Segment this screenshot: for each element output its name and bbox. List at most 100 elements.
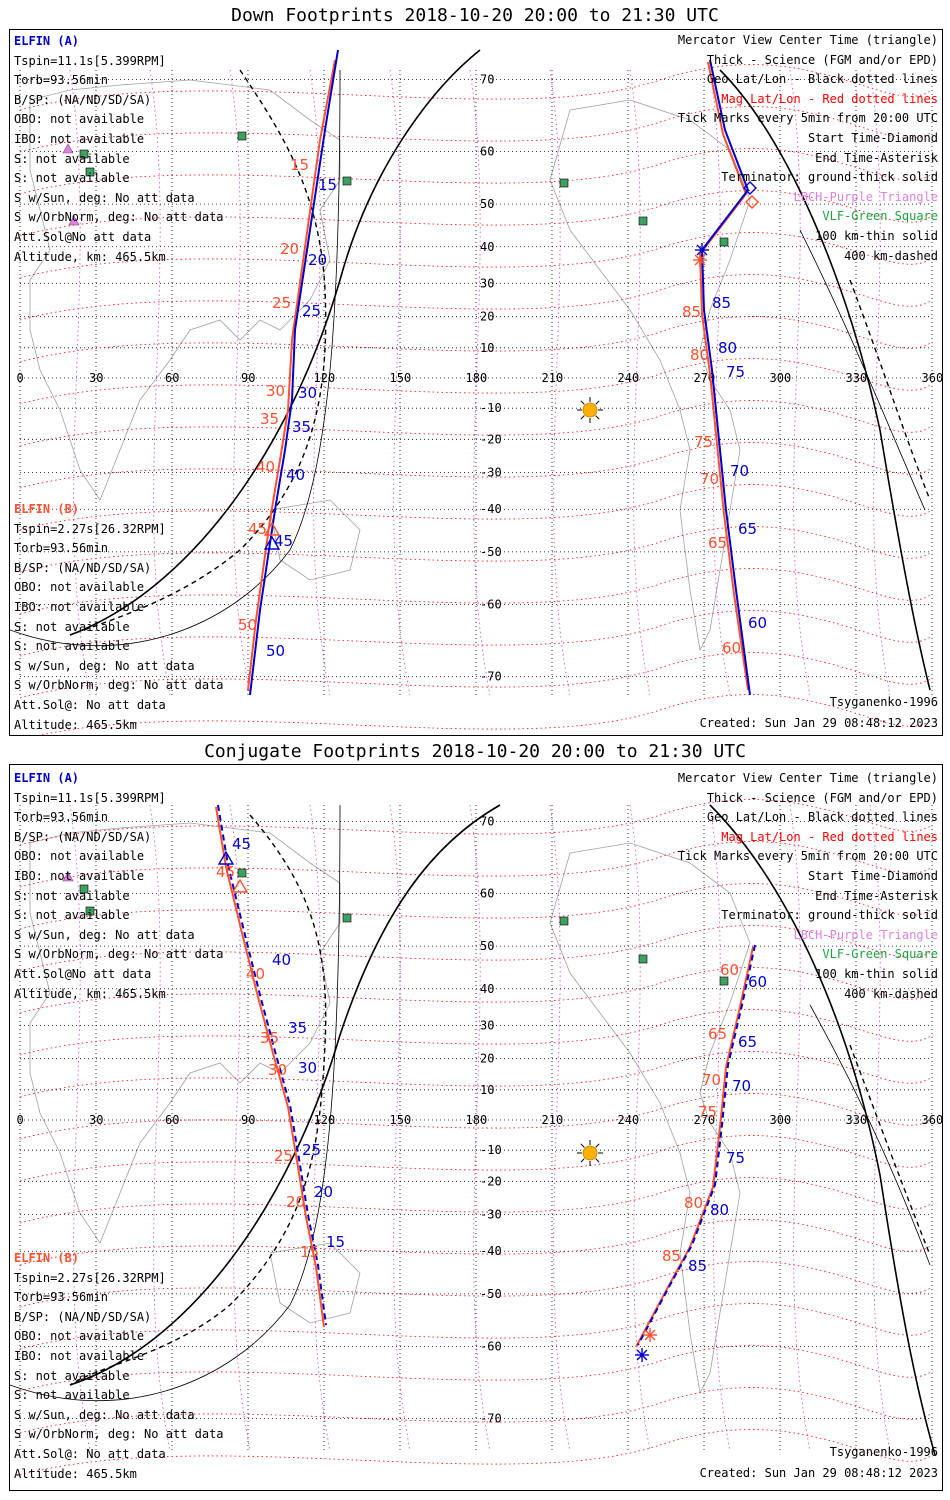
lat-tick-label: -60: [480, 598, 502, 612]
legend-item: Start Time-Diamond: [807, 868, 938, 883]
info-line: S w/Sun, deg: No att data: [14, 658, 195, 673]
mag-meridian: [69, 69, 91, 696]
coastline: [549, 842, 751, 1395]
mag-parallel: [19, 652, 933, 699]
map-canvas: 70 60 50 40 30 20 10 -10 -20 -30 -40 -50 -60 -70 0 30 60…: [10, 49, 942, 735]
legend-item: Thick - Science (FGM and/or EPD): [706, 790, 938, 805]
legend-item: Terminator: ground-thick solid: [721, 170, 938, 185]
vlf-square: [342, 913, 352, 923]
lat-tick-label: 40: [480, 240, 494, 254]
mag-meridian: [149, 69, 171, 696]
sun-icon: [582, 1145, 598, 1161]
mag-meridian: [629, 69, 651, 696]
coastline: [549, 99, 751, 652]
info-line: B/SP: (NA/ND/SD/SA): [14, 560, 152, 575]
terminator-400km: [69, 69, 327, 636]
lat-tick-label: 10: [480, 341, 494, 355]
info-line: Altitude: 465.5km: [14, 1466, 137, 1481]
info-line: S: not available: [14, 619, 130, 634]
elfin-b-time-label: 60: [722, 639, 741, 657]
info-line: S: not available: [14, 1388, 130, 1403]
sun-ray: [595, 415, 600, 420]
legend-item: Terminator: ground-thick solid: [721, 908, 938, 923]
lat-tick-label: -50: [480, 545, 502, 559]
elfin-b-time-label: 65: [708, 1025, 727, 1043]
vlf-square: [559, 178, 569, 188]
elfin-b-time-label: 30: [266, 382, 285, 400]
info-line: Tspin=11.1s[5.399RPM]: [14, 790, 166, 805]
mag-parallel: [19, 358, 933, 405]
lon-tick-label: 120: [314, 371, 336, 385]
lon-tick-label: 90: [241, 1113, 255, 1127]
mag-parallel: [19, 1009, 933, 1056]
lat-tick-label: 70: [480, 73, 494, 87]
lon-tick-label: 30: [89, 1113, 103, 1127]
elfin-a-end-asterisk: [636, 1349, 648, 1361]
mag-meridian: [789, 804, 811, 1451]
lat-tick-label: -70: [480, 1411, 502, 1425]
legend-item: Start Time-Diamond: [807, 130, 938, 145]
legend-item: Mercator View Center Time (triangle): [677, 771, 938, 785]
mag-parallel: [19, 64, 933, 111]
mag-parallel: [19, 610, 933, 657]
mag-parallel: [19, 232, 933, 279]
elfin-b-time-label: 15: [290, 156, 309, 174]
elfin-a-time-label: 65: [738, 1033, 757, 1051]
vlf-square: [85, 906, 95, 916]
elfin-a-time-label: 65: [738, 520, 757, 538]
elfin-b-time-label: 45: [248, 520, 267, 538]
info-line: B/SP: (NA/ND/SD/SA): [14, 829, 152, 844]
elfin-b-time-label: 15: [300, 1243, 319, 1261]
panel-title-down: Down Footprints 2018-10-20 20:00 to 21:3…: [231, 5, 719, 26]
elfin-a-start-diamond: [743, 181, 757, 195]
lon-tick-label: 90: [241, 371, 255, 385]
elfin-a-time-label: 40: [286, 466, 305, 484]
vlf-square: [559, 916, 569, 926]
info-line: S: not available: [14, 639, 130, 654]
elfin-b-time-label: 65: [708, 534, 727, 552]
coastline: [29, 822, 341, 1244]
elfin-a-time-label: 30: [298, 384, 317, 402]
info-line: Att.Sol@No att data: [14, 229, 152, 244]
mag-meridian: [789, 69, 811, 696]
elfin-b-time-label: 75: [694, 433, 713, 451]
info-line: IBO: not available: [14, 599, 145, 614]
elfin-b-time-label: 50: [238, 616, 257, 634]
mag-parallel: [19, 190, 933, 237]
mag-parallel: [19, 799, 933, 846]
mag-parallel: [19, 1219, 933, 1266]
elfin-a-time-label: 15: [318, 176, 337, 194]
elfin-b-time-label: 25: [272, 294, 291, 312]
elfin-a-time-label: 15: [326, 1233, 345, 1251]
lat-tick-label: 30: [480, 277, 494, 291]
mag-parallel: [19, 316, 933, 363]
elfin-b-track: [247, 59, 336, 691]
legend-item: 400 km-dashed: [844, 986, 938, 1001]
vlf-square: [79, 149, 89, 159]
info-line: Att.Sol@: No att data: [14, 1446, 166, 1461]
mag-parallel: [19, 1303, 933, 1350]
info-line: S w/OrbNorm, deg: No att data: [14, 1427, 224, 1442]
info-line: S w/Sun, deg: No att data: [14, 1407, 195, 1422]
lon-tick-label: 120: [314, 1113, 336, 1127]
lon-tick-label: 150: [390, 1113, 412, 1127]
elfin-a-time-label: 25: [302, 302, 321, 320]
mag-parallel: [19, 442, 933, 489]
terminator-400km: [849, 279, 931, 501]
mag-meridian: [309, 804, 331, 1451]
lat-tick-label: 50: [480, 939, 494, 953]
terminator-ground: [69, 804, 501, 1386]
mag-parallel: [19, 1387, 933, 1434]
sun-ray: [595, 400, 600, 405]
legend-item: End Time-Asterisk: [815, 888, 938, 903]
elfin-a-time-label: 20: [308, 251, 327, 269]
lon-tick-label: 210: [542, 1113, 564, 1127]
vlf-square: [342, 176, 352, 186]
elfin-b-time-label: 85: [682, 303, 701, 321]
mag-parallel: [19, 1261, 933, 1308]
lon-tick-label: 330: [846, 1113, 868, 1127]
elfin-a-time-label: 60: [748, 973, 767, 991]
lat-tick-label: -60: [480, 1340, 502, 1354]
lat-tick-label: 60: [480, 144, 494, 158]
lat-tick-label: -40: [480, 502, 502, 516]
